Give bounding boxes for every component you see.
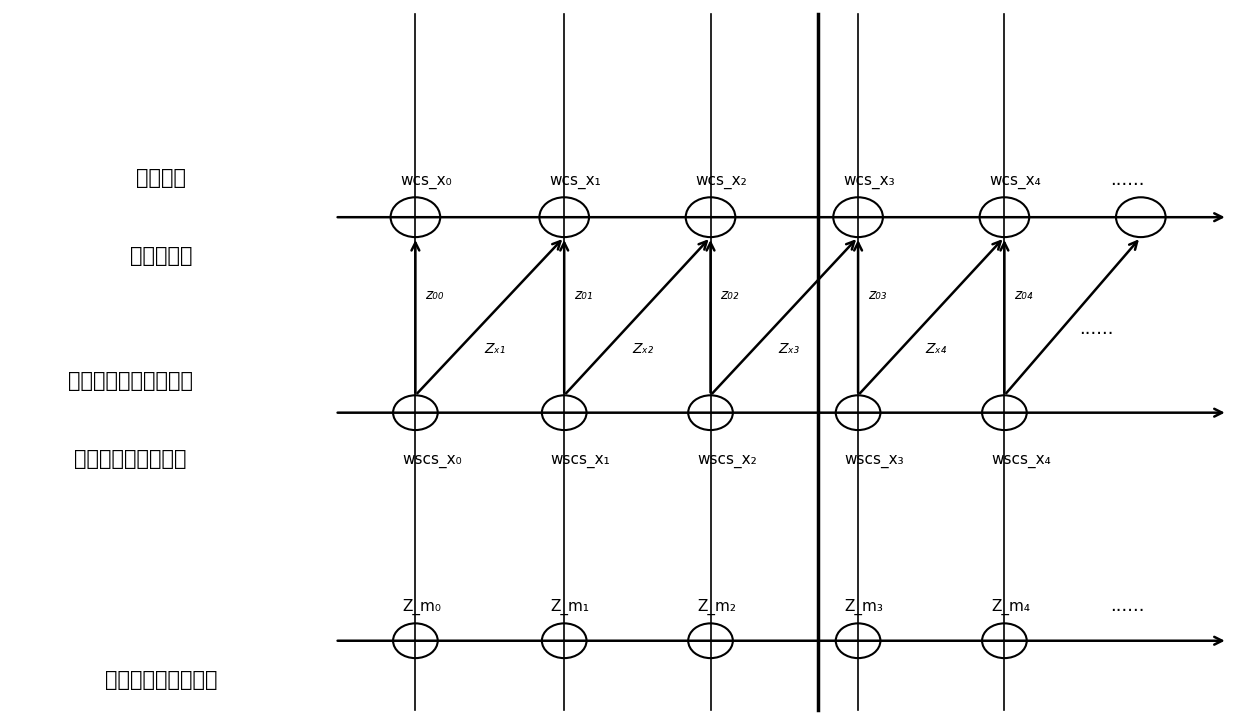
Text: Z_m₃: Z_m₃ <box>844 599 884 615</box>
Text: Zₓ₃: Zₓ₃ <box>779 342 800 356</box>
Text: wcs_x₃: wcs_x₃ <box>843 174 895 189</box>
Text: wcs_x₀: wcs_x₀ <box>401 174 453 189</box>
Text: Zₓ₄: Zₓ₄ <box>926 342 947 356</box>
Text: z₀₀: z₀₀ <box>425 288 444 303</box>
Text: wscs_x₄: wscs_x₄ <box>991 453 1050 468</box>
Text: z₀₂: z₀₂ <box>720 288 739 303</box>
Text: ......: ...... <box>1079 321 1114 338</box>
Text: wscs_x₂: wscs_x₂ <box>697 453 756 468</box>
Text: ......: ...... <box>1110 171 1145 189</box>
Text: wscs_x₀: wscs_x₀ <box>402 453 461 468</box>
Text: 工件台位置及中心光斑: 工件台位置及中心光斑 <box>68 371 192 391</box>
Text: 基底上的: 基底上的 <box>136 168 186 188</box>
Text: Z_m₁: Z_m₁ <box>551 599 590 615</box>
Text: z₀₄: z₀₄ <box>1014 288 1033 303</box>
Text: 测量点位置: 测量点位置 <box>130 246 192 266</box>
Text: wcs_x₂: wcs_x₂ <box>696 174 748 189</box>
Text: 与右側光斑的测量值: 与右側光斑的测量值 <box>74 449 186 469</box>
Text: z₀₃: z₀₃ <box>868 288 887 303</box>
Text: wscs_x₃: wscs_x₃ <box>844 453 904 468</box>
Text: Zₓ₂: Zₓ₂ <box>632 342 653 356</box>
Text: ......: ...... <box>1110 597 1145 615</box>
Text: Z_m₂: Z_m₂ <box>697 599 737 615</box>
Text: Z_m₀: Z_m₀ <box>402 599 441 615</box>
Text: 长条反射鹡上的高度: 长条反射鹡上的高度 <box>105 670 217 690</box>
Text: Zₓ₁: Zₓ₁ <box>484 342 506 356</box>
Text: wscs_x₁: wscs_x₁ <box>551 453 610 468</box>
Text: z₀₁: z₀₁ <box>574 288 593 303</box>
Text: wcs_x₄: wcs_x₄ <box>990 174 1042 189</box>
Text: wcs_x₁: wcs_x₁ <box>549 174 601 189</box>
Text: Z_m₄: Z_m₄ <box>991 599 1030 615</box>
